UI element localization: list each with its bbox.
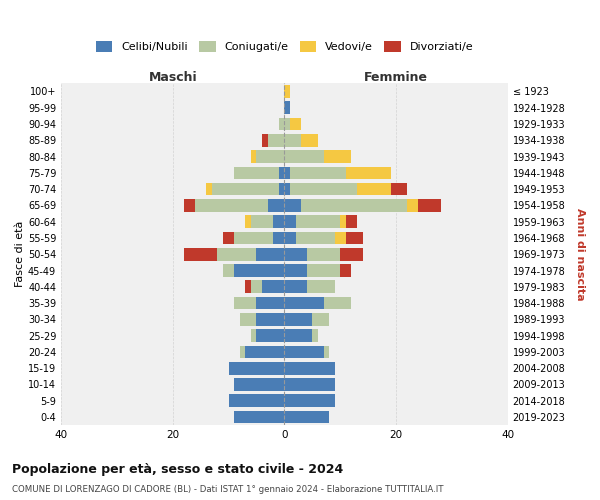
Bar — [335, 232, 346, 244]
Bar — [296, 232, 335, 244]
Bar — [251, 280, 262, 293]
Bar — [234, 264, 284, 277]
Bar — [407, 199, 418, 212]
Bar — [290, 118, 301, 130]
Bar — [256, 248, 284, 260]
Bar — [262, 134, 268, 146]
Bar — [296, 216, 340, 228]
Bar — [346, 166, 391, 179]
Y-axis label: Fasce di età: Fasce di età — [15, 221, 25, 288]
Bar — [340, 216, 346, 228]
Bar — [240, 313, 256, 326]
Bar — [223, 232, 234, 244]
Y-axis label: Anni di nascita: Anni di nascita — [575, 208, 585, 300]
Bar — [418, 199, 441, 212]
Bar — [284, 313, 313, 326]
Bar — [313, 330, 318, 342]
Bar — [284, 296, 323, 310]
Bar — [340, 248, 362, 260]
Bar — [251, 330, 256, 342]
Text: Maschi: Maschi — [148, 71, 197, 84]
Bar — [284, 118, 290, 130]
Bar — [245, 216, 251, 228]
Bar — [284, 102, 290, 114]
Bar — [256, 296, 284, 310]
Bar — [284, 134, 301, 146]
Bar — [313, 313, 329, 326]
Bar — [279, 118, 284, 130]
Legend: Celibi/Nubili, Coniugati/e, Vedovi/e, Divorziati/e: Celibi/Nubili, Coniugati/e, Vedovi/e, Di… — [95, 41, 473, 52]
Bar — [284, 216, 296, 228]
Bar — [223, 264, 234, 277]
Bar — [284, 232, 296, 244]
Bar — [357, 183, 391, 196]
Bar — [284, 362, 335, 374]
Bar — [256, 150, 284, 163]
Bar — [217, 248, 256, 260]
Bar — [251, 216, 273, 228]
Bar — [184, 248, 217, 260]
Bar — [195, 199, 268, 212]
Bar — [284, 248, 307, 260]
Bar — [284, 166, 290, 179]
Bar — [307, 248, 340, 260]
Bar — [284, 394, 335, 407]
Bar — [307, 264, 340, 277]
Bar — [251, 150, 256, 163]
Bar — [234, 232, 273, 244]
Bar — [290, 166, 346, 179]
Bar — [290, 183, 357, 196]
Bar — [346, 232, 362, 244]
Bar — [268, 199, 284, 212]
Bar — [279, 166, 284, 179]
Bar — [256, 313, 284, 326]
Bar — [206, 183, 212, 196]
Bar — [240, 346, 245, 358]
Bar — [284, 150, 323, 163]
Bar — [391, 183, 407, 196]
Bar — [346, 216, 357, 228]
Bar — [284, 199, 301, 212]
Bar — [273, 232, 284, 244]
Bar — [284, 264, 307, 277]
Bar — [262, 280, 284, 293]
Bar — [323, 150, 352, 163]
Bar — [234, 166, 279, 179]
Bar — [301, 134, 318, 146]
Bar — [234, 410, 284, 424]
Bar — [284, 183, 290, 196]
Bar — [256, 330, 284, 342]
Bar — [323, 346, 329, 358]
Bar — [268, 134, 284, 146]
Bar — [307, 280, 335, 293]
Text: COMUNE DI LORENZAGO DI CADORE (BL) - Dati ISTAT 1° gennaio 2024 - Elaborazione T: COMUNE DI LORENZAGO DI CADORE (BL) - Dat… — [12, 485, 443, 494]
Bar — [284, 85, 290, 98]
Text: Femmine: Femmine — [364, 71, 428, 84]
Bar — [284, 378, 335, 391]
Bar — [229, 394, 284, 407]
Bar — [234, 296, 256, 310]
Bar — [284, 346, 323, 358]
Bar — [212, 183, 279, 196]
Bar — [284, 330, 313, 342]
Bar — [301, 199, 407, 212]
Text: Popolazione per età, sesso e stato civile - 2024: Popolazione per età, sesso e stato civil… — [12, 462, 343, 475]
Bar — [245, 346, 284, 358]
Bar — [340, 264, 352, 277]
Bar — [323, 296, 352, 310]
Bar — [245, 280, 251, 293]
Bar — [284, 410, 329, 424]
Bar — [234, 378, 284, 391]
Bar — [284, 280, 307, 293]
Bar — [184, 199, 195, 212]
Bar — [279, 183, 284, 196]
Bar — [273, 216, 284, 228]
Bar — [229, 362, 284, 374]
